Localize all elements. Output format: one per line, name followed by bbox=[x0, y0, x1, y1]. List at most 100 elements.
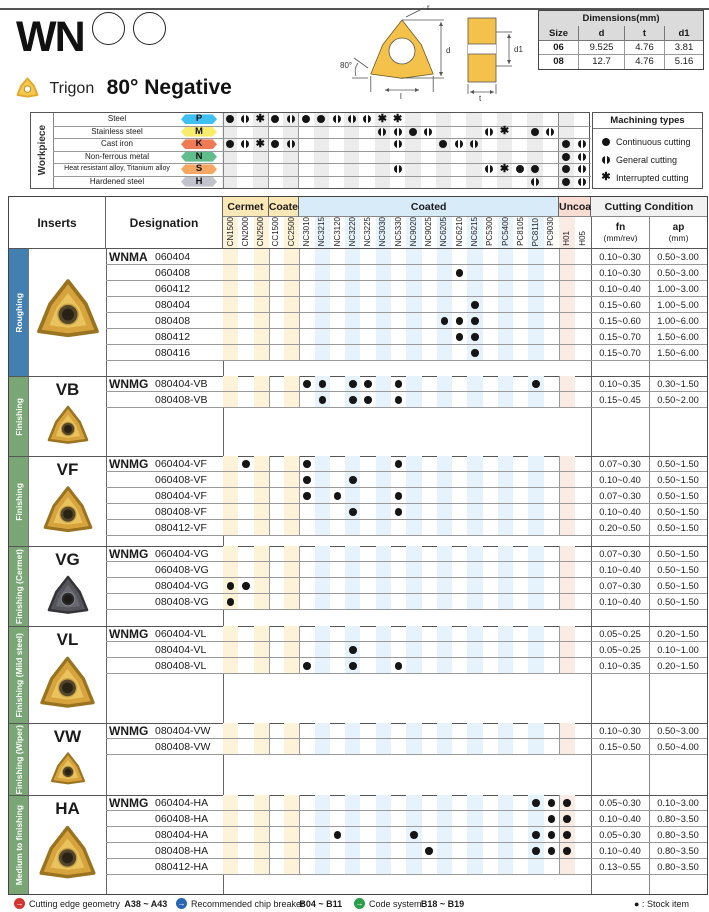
row-column-stripe bbox=[375, 859, 391, 875]
row-border bbox=[106, 519, 707, 520]
grade-group-divider bbox=[299, 859, 301, 875]
grade-group-divider bbox=[559, 456, 560, 472]
fn-unit: (mm/rev) bbox=[603, 233, 638, 243]
grade-group-divider bbox=[559, 313, 560, 329]
row-column-stripe bbox=[528, 578, 544, 594]
continuous-cutting-symbol bbox=[425, 847, 433, 855]
grade-group-divider bbox=[268, 472, 270, 488]
page-footer: → Cutting edge geometry A38 ~ A43 → Recommen… bbox=[0, 897, 709, 911]
grade-group-divider bbox=[299, 626, 301, 642]
row-column-stripe bbox=[528, 626, 544, 642]
ap-value: 0.50~1.50 bbox=[657, 549, 699, 559]
row-column-stripe bbox=[253, 811, 269, 827]
grade-group-divider bbox=[559, 795, 560, 811]
grade-name-label: PC8110 bbox=[531, 217, 541, 246]
stock-item-note: ● : Stock item bbox=[634, 899, 689, 909]
row-column-stripe bbox=[497, 472, 514, 488]
continuous-cutting-symbol bbox=[455, 317, 464, 325]
shape-title-row: Trigon 80° Negative bbox=[14, 76, 232, 104]
grade-group-divider bbox=[268, 811, 270, 827]
continuous-cutting-symbol bbox=[547, 847, 556, 855]
row-column-stripe bbox=[467, 811, 483, 827]
row-column-stripe bbox=[223, 658, 239, 674]
row-column-stripe bbox=[559, 642, 575, 658]
dimensions-table-title: Dimensions(mm) bbox=[539, 11, 703, 27]
row-column-stripe bbox=[528, 472, 544, 488]
group-side-label: Finishing bbox=[13, 397, 24, 436]
row-column-stripe bbox=[314, 546, 330, 562]
continuous-cutting-symbol bbox=[349, 396, 357, 404]
row-column-stripe bbox=[345, 843, 361, 859]
row-column-stripe bbox=[559, 562, 575, 578]
row-column-stripe bbox=[559, 739, 575, 755]
row-column-stripe bbox=[223, 827, 239, 843]
workpiece-material-label: Hardened steel bbox=[89, 176, 145, 186]
row-column-stripe bbox=[253, 642, 269, 658]
fn-value: 0.15~0.50 bbox=[599, 742, 641, 752]
row-column-stripe bbox=[345, 520, 361, 536]
ap-value: 0.80~3.50 bbox=[657, 830, 699, 840]
fn-value: 0.10~0.40 bbox=[599, 284, 641, 294]
grade-group-divider bbox=[268, 859, 270, 875]
row-column-stripe bbox=[497, 345, 514, 361]
grade-group-divider bbox=[299, 658, 301, 674]
designation-prefix: WNMG bbox=[109, 796, 149, 810]
row-column-stripe bbox=[223, 313, 239, 329]
grade-group-divider bbox=[559, 859, 560, 875]
grade-column-header: CC1500 bbox=[268, 217, 285, 249]
row-column-stripe bbox=[223, 723, 239, 739]
row-border bbox=[106, 810, 707, 811]
grade-group-divider bbox=[559, 281, 560, 297]
designation-size: 080412 bbox=[155, 331, 191, 343]
row-border bbox=[106, 264, 707, 265]
row-column-stripe bbox=[436, 504, 453, 520]
row-border bbox=[106, 673, 707, 674]
grade-group-divider bbox=[559, 297, 560, 313]
workpiece-row-line bbox=[53, 175, 591, 177]
row-column-stripe bbox=[497, 658, 514, 674]
grade-group-divider bbox=[299, 329, 301, 345]
row-column-stripe bbox=[345, 594, 361, 610]
ap-value: 0.10~1.00 bbox=[657, 645, 699, 655]
grade-name-label: NC6215 bbox=[469, 216, 479, 246]
row-column-stripe bbox=[223, 488, 239, 504]
page-title: 80° Negative bbox=[106, 76, 232, 99]
grade-group-divider bbox=[559, 345, 560, 361]
row-column-stripe bbox=[284, 472, 300, 488]
row-column-stripe bbox=[497, 827, 514, 843]
row-column-stripe bbox=[253, 658, 269, 674]
group-code-label: VB bbox=[55, 380, 80, 399]
grade-group-divider bbox=[299, 578, 301, 594]
row-column-stripe bbox=[436, 626, 453, 642]
continuous-cutting-symbol bbox=[532, 831, 540, 839]
grade-group-header: Coated bbox=[268, 197, 304, 217]
grade-group-divider bbox=[299, 313, 301, 329]
grade-group-divider bbox=[299, 504, 301, 520]
row-column-stripe bbox=[345, 795, 361, 811]
grade-group-divider bbox=[299, 520, 301, 536]
row-column-stripe bbox=[314, 281, 330, 297]
row-column-stripe bbox=[497, 265, 514, 281]
grade-column-header: NC3120 bbox=[329, 217, 346, 249]
row-column-stripe bbox=[436, 658, 453, 674]
dimensions-cell: 4.76 bbox=[625, 55, 665, 69]
row-column-stripe bbox=[253, 723, 269, 739]
grade-column-header: NC6215 bbox=[467, 216, 483, 249]
group-side-bar: Finishing bbox=[9, 377, 29, 456]
dimensions-cell: 5.16 bbox=[674, 56, 694, 67]
row-column-stripe bbox=[253, 265, 269, 281]
workpiece-class-badge: H bbox=[181, 176, 217, 187]
ap-value: 1.50~6.00 bbox=[657, 332, 699, 342]
grade-group-divider bbox=[268, 345, 270, 361]
row-column-stripe bbox=[467, 827, 483, 843]
group-code-label: VG bbox=[55, 550, 80, 569]
row-column-stripe bbox=[284, 739, 300, 755]
row-column-stripe bbox=[559, 658, 575, 674]
row-column-stripe bbox=[497, 739, 514, 755]
continuous-cutting-symbol bbox=[317, 115, 326, 124]
grade-group-divider bbox=[299, 795, 301, 811]
continuous-cutting-symbol bbox=[318, 380, 327, 388]
dimensions-cell: 06 bbox=[539, 41, 579, 55]
grade-group-divider bbox=[268, 249, 270, 265]
row-column-stripe bbox=[253, 520, 269, 536]
